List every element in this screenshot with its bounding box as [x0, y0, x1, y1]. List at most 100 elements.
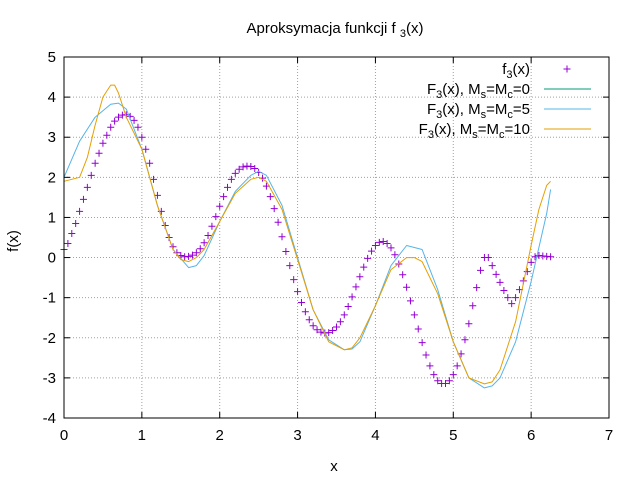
data-point: [297, 298, 305, 306]
data-point: [336, 318, 344, 326]
data-point: [188, 251, 196, 259]
data-point: [469, 302, 477, 310]
data-point: [235, 165, 243, 173]
data-point: [278, 233, 286, 241]
data-point: [399, 271, 407, 279]
x-tick-label: 7: [605, 427, 613, 444]
data-point: [157, 207, 165, 215]
data-point: [375, 238, 383, 246]
series-2: [63, 102, 552, 389]
data-point: [496, 278, 504, 286]
data-point: [231, 169, 239, 177]
data-point: [208, 222, 216, 230]
x-tick-label: 3: [293, 427, 301, 444]
data-point: [251, 165, 259, 173]
x-tick-label: 6: [527, 427, 535, 444]
data-point: [200, 239, 208, 247]
data-point: [309, 322, 317, 330]
data-point: [329, 327, 337, 335]
y-tick-label: -4: [43, 410, 56, 427]
data-point: [99, 139, 107, 147]
data-point: [500, 286, 508, 294]
data-point: [340, 311, 348, 319]
data-point: [426, 362, 434, 370]
data-point: [430, 371, 438, 379]
data-point: [227, 175, 235, 183]
data-point: [95, 149, 103, 157]
y-tick-label: 0: [48, 250, 56, 267]
data-point: [387, 244, 395, 252]
data-point: [531, 253, 539, 261]
legend-label: f3(x): [502, 61, 530, 81]
series-line: [63, 84, 551, 385]
x-tick-label: 5: [449, 427, 457, 444]
data-point: [477, 266, 485, 274]
data-point: [282, 248, 290, 256]
data-point: [204, 231, 212, 239]
data-point: [352, 283, 360, 291]
data-point: [266, 193, 274, 201]
data-point: [87, 171, 95, 179]
data-point: [344, 302, 352, 310]
data-point: [68, 229, 76, 237]
data-point: [523, 268, 531, 276]
data-point: [379, 238, 387, 246]
x-tick-label: 2: [216, 427, 224, 444]
y-tick-label: 5: [48, 49, 56, 66]
data-point: [403, 283, 411, 291]
data-point: [504, 294, 512, 302]
data-point: [286, 262, 294, 270]
data-point: [508, 300, 516, 308]
data-point: [445, 377, 453, 385]
data-point: [422, 351, 430, 359]
y-tick-label: -3: [43, 370, 56, 387]
series-0: [60, 111, 555, 388]
data-point: [547, 253, 555, 261]
data-point: [317, 328, 325, 336]
data-point: [224, 183, 231, 191]
data-point: [442, 380, 449, 388]
legend-label: F3(x), Ms=Mc=10: [419, 121, 530, 141]
series-3: [63, 84, 551, 385]
data-point: [371, 242, 379, 250]
data-point: [83, 183, 91, 191]
data-point: [368, 247, 376, 255]
data-point: [103, 131, 111, 139]
data-point: [313, 326, 321, 334]
legend: f3(x)F3(x), Ms=Mc=0F3(x), Ms=Mc=5F3(x), …: [419, 61, 591, 141]
data-point: [185, 252, 193, 260]
y-tick-label: 3: [48, 129, 56, 146]
data-point: [192, 249, 200, 257]
data-point: [294, 288, 302, 296]
data-point: [484, 254, 492, 262]
legend-marker: [563, 65, 571, 73]
data-point: [150, 175, 158, 183]
data-point: [270, 205, 278, 213]
data-point: [348, 293, 356, 301]
data-point: [130, 116, 138, 124]
x-axis-label: x: [330, 458, 338, 475]
y-tick-label: 1: [48, 209, 56, 226]
data-point: [247, 163, 255, 171]
data-point: [115, 113, 122, 121]
series-layer: [60, 84, 555, 389]
data-point: [473, 284, 481, 292]
data-point: [212, 213, 220, 221]
y-tick-label: 4: [48, 89, 56, 106]
x-tick-label: 1: [138, 427, 146, 444]
data-point: [414, 325, 422, 333]
series-line: [63, 102, 552, 389]
data-point: [72, 219, 80, 227]
data-point: [146, 159, 154, 167]
data-point: [418, 339, 426, 347]
y-tick-label: -1: [43, 290, 56, 307]
data-point: [290, 276, 298, 284]
data-point: [449, 371, 457, 379]
data-point: [333, 323, 340, 331]
data-point: [91, 159, 99, 167]
data-point: [107, 123, 115, 131]
legend-label: F3(x), Ms=Mc=0: [427, 81, 530, 101]
data-point: [196, 245, 204, 253]
